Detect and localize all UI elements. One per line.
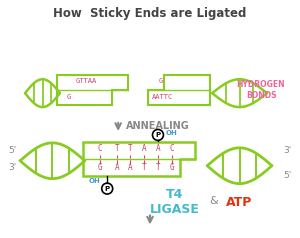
Text: T: T (142, 163, 146, 172)
Text: 3': 3' (284, 146, 292, 155)
Text: T: T (115, 144, 119, 153)
Text: OH: OH (166, 130, 178, 136)
Text: A: A (142, 144, 146, 153)
Text: GTTAA: GTTAA (75, 78, 97, 84)
Text: T4
LIGASE: T4 LIGASE (150, 188, 200, 216)
Text: P: P (155, 132, 160, 138)
Text: AATTC: AATTC (152, 94, 173, 100)
Text: A: A (115, 163, 119, 172)
Text: 3': 3' (9, 163, 17, 172)
Text: T: T (156, 163, 160, 172)
Text: ATP: ATP (226, 196, 253, 208)
Text: G: G (98, 163, 103, 172)
Text: A: A (128, 163, 132, 172)
Text: &: & (210, 196, 218, 206)
Text: G: G (169, 163, 174, 172)
Text: C: C (169, 144, 174, 153)
Text: A: A (156, 144, 160, 153)
Text: How  Sticky Ends are Ligated: How Sticky Ends are Ligated (53, 7, 247, 20)
Text: C: C (98, 144, 103, 153)
Text: HYDROGEN
BONDS: HYDROGEN BONDS (237, 80, 285, 100)
Text: ANNEALING: ANNEALING (126, 121, 190, 131)
Text: OH: OH (88, 178, 100, 184)
Text: G: G (66, 94, 70, 100)
Text: P: P (105, 186, 110, 192)
Text: 5': 5' (284, 171, 292, 180)
Text: 5': 5' (9, 146, 17, 155)
Text: G: G (159, 78, 163, 84)
Text: T: T (128, 144, 132, 153)
